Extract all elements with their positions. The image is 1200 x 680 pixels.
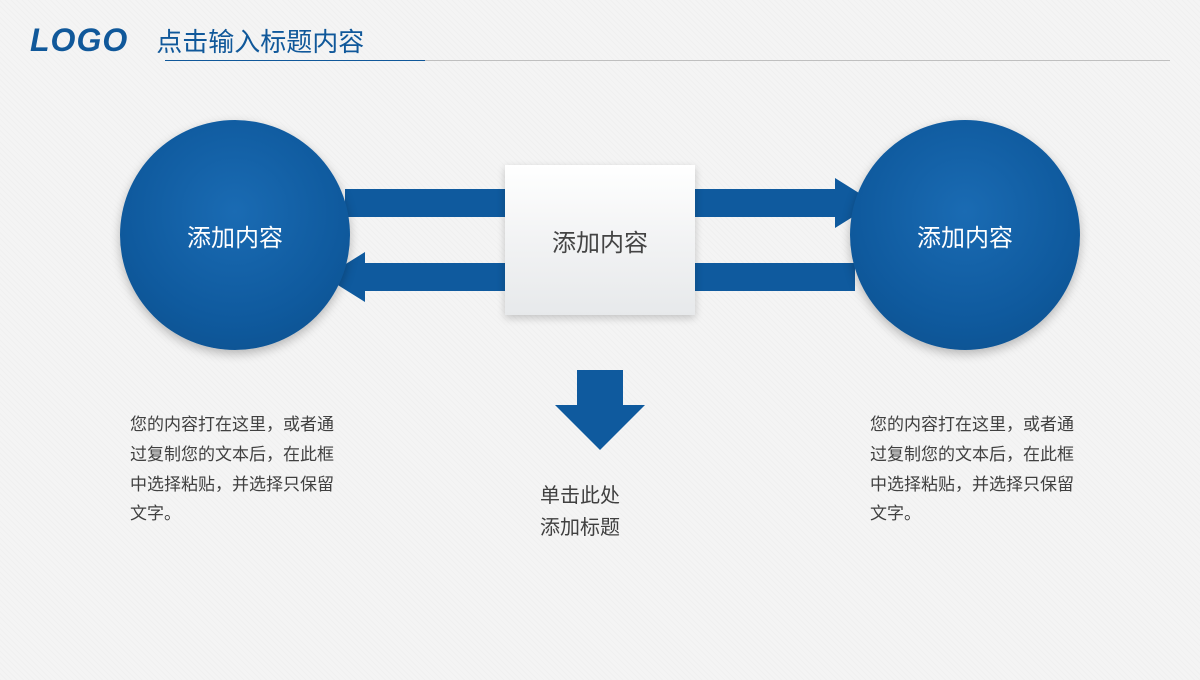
arrow-left-icon [325,252,505,302]
diagram-canvas: 添加内容 添加内容 添加内容 您的内容打在这里，或者通过复制您的文本后，在此框中… [0,0,1200,680]
bottom-label: 单击此处 添加标题 [540,480,680,544]
right-description: 您的内容打在这里，或者通过复制您的文本后，在此框中选择粘贴，并选择只保留文字。 [870,410,1080,529]
bottom-label-line1: 单击此处 [540,480,680,512]
node-left-label: 添加内容 [187,218,283,253]
node-right-label: 添加内容 [917,218,1013,253]
node-center-box: 添加内容 [505,165,695,315]
arrow-right-icon [695,178,875,228]
connector-top-left [345,189,510,217]
node-right-circle: 添加内容 [850,120,1080,350]
connector-bottom-right [690,263,855,291]
node-left-circle: 添加内容 [120,120,350,350]
arrow-down-icon [555,370,645,450]
bottom-label-line2: 添加标题 [540,512,680,544]
node-center-label: 添加内容 [552,223,648,258]
left-description: 您的内容打在这里，或者通过复制您的文本后，在此框中选择粘贴，并选择只保留文字。 [130,410,340,529]
